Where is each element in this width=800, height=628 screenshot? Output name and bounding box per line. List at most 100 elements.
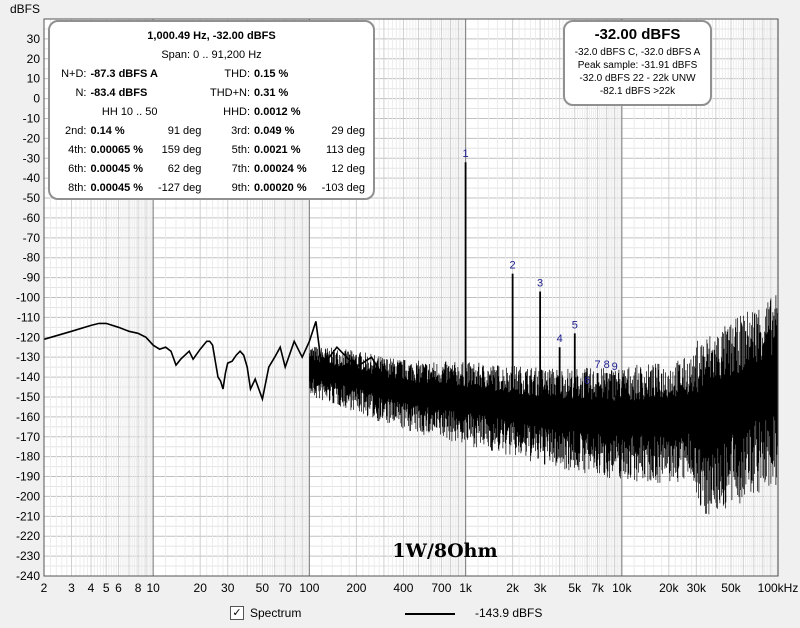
harmonic-label: 8 [604, 359, 610, 371]
y-axis-label: dBFS [10, 2, 40, 16]
harmonic-b-deg: 12 deg [331, 162, 365, 175]
x-tick-label: 7k [591, 581, 605, 595]
y-tick-label: -170 [16, 430, 40, 444]
y-tick-label: -200 [16, 489, 40, 503]
x-tick-label: 6 [115, 581, 122, 595]
thdn-value: 0.31 % [254, 86, 289, 99]
peak-line-2: Peak sample: -31.91 dBFS [577, 60, 698, 71]
x-tick-label: 100 [299, 581, 319, 595]
peak-line-1: -32.0 dBFS C, -32.0 dBFS A [574, 47, 701, 58]
harmonic-markers: 1 2 3 45 67 8 9 [463, 148, 618, 397]
x-tick-label: 100kHz [758, 581, 799, 595]
x-tick-label: 3k [534, 581, 548, 595]
harmonic-a-label: 2nd: [65, 124, 87, 137]
x-tick-label: 30 [221, 581, 235, 595]
legend-line-swatch [405, 613, 455, 615]
harmonic-row: 6th: 0.00045 % 62 deg 7th: 0.00024 % 12 deg [56, 159, 367, 178]
harmonic-label: 9 [612, 361, 618, 373]
peak-panel: -32.00 dBFS -32.0 dBFS C, -32.0 dBFS A P… [563, 20, 712, 106]
harmonic-b-label: 9th: [231, 181, 251, 194]
y-tick-label: -180 [16, 450, 40, 464]
y-tick-label: -30 [23, 151, 41, 165]
harmonic-b-label: 5th: [231, 143, 251, 156]
x-tick-label: 8 [135, 581, 142, 595]
x-tick-label: 400 [393, 581, 413, 595]
harmonic-label: 5 [572, 319, 578, 331]
x-tick-label: 2k [506, 581, 520, 595]
x-tick-labels: 2 3 4 5 6 8 10 20 30 50 70 100 200 400 700 1k 2k 3k 5k 7k 10… [41, 581, 799, 595]
y-tick-label: -210 [16, 509, 40, 523]
y-tick-label: -190 [16, 470, 40, 484]
harmonic-b-value: 0.0021 % [254, 143, 301, 156]
harmonic-a-value: 0.00045 % [90, 162, 144, 175]
y-tick-label: 30 [27, 32, 41, 46]
x-tick-label: 4 [88, 581, 95, 595]
x-tick-label: 10k [612, 581, 632, 595]
y-tick-label: -100 [16, 291, 40, 305]
harmonic-b-value: 0.00024 % [254, 162, 307, 175]
harmonic-a-deg: 91 deg [167, 124, 202, 137]
x-tick-label: 1k [459, 581, 473, 595]
harmonic-label: 7 [595, 359, 601, 371]
thd-label: THD: [224, 67, 251, 80]
chart-title: 1W/8Ohm [392, 540, 498, 562]
x-tick-label: 70 [279, 581, 293, 595]
y-tick-label: -230 [16, 549, 40, 563]
peak-line-4: -82.1 dBFS >22k [599, 86, 676, 97]
harmonic-b-label: 7th: [231, 162, 251, 175]
harmonic-label: 2 [510, 260, 516, 272]
hh-label: HH 10 .. 50 [101, 105, 158, 118]
y-tick-label: -20 [23, 131, 41, 145]
harmonic-a-deg: -127 deg [157, 181, 202, 194]
harmonic-b-value: 0.049 % [254, 124, 295, 137]
hhd-label: HHD: [223, 105, 251, 118]
x-tick-label: 3 [68, 581, 75, 595]
spectrum-checkbox-label[interactable]: Spectrum [250, 606, 302, 620]
harmonic-row: 4th: 0.00065 % 159 deg 5th: 0.0021 % 113 deg [56, 140, 367, 159]
y-tick-label: -240 [16, 569, 40, 583]
harmonic-a-deg: 159 deg [161, 143, 202, 156]
harmonic-label: 4 [557, 333, 563, 345]
spectrum-checkbox[interactable]: ✓ [230, 606, 244, 620]
harmonic-a-value: 0.00045 % [90, 181, 144, 194]
y-tick-label: -60 [23, 211, 41, 225]
x-tick-label: 20k [659, 581, 679, 595]
harmonic-label: 3 [537, 278, 543, 290]
harmonic-a-label: 8th: [68, 181, 87, 194]
harmonic-b-label: 3rd: [231, 124, 251, 137]
y-tick-label: -50 [23, 191, 41, 205]
x-tick-label: 5 [103, 581, 110, 595]
n-label: N: [75, 86, 87, 99]
harmonic-a-label: 6th: [68, 162, 87, 175]
y-tick-label: -110 [17, 310, 40, 324]
x-tick-label: 50 [256, 581, 270, 595]
y-tick-label: -90 [23, 271, 41, 285]
x-tick-label: 200 [346, 581, 366, 595]
x-tick-label: 700 [431, 581, 451, 595]
x-tick-label: 30k [687, 581, 707, 595]
y-tick-labels: 30 20 10 0 -10 -20 -30 -40 -50 -60 -70 -80 -90 -100 -1… [16, 32, 40, 583]
y-tick-label: -150 [16, 390, 40, 404]
legend-value: -143.9 dBFS [475, 606, 543, 620]
harmonic-a-deg: 62 deg [167, 162, 202, 175]
stats-header: 1,000.49 Hz, -32.00 dBFS [147, 29, 276, 42]
x-tick-label: 2 [41, 581, 48, 595]
x-tick-label: 5k [568, 581, 582, 595]
harmonic-b-deg: -103 deg [321, 181, 365, 194]
y-tick-label: 0 [33, 92, 40, 106]
nd-label: N+D: [61, 67, 87, 80]
x-tick-label: 10 [147, 581, 161, 595]
x-tick-label: 50k [721, 581, 741, 595]
n-value: -83.4 dBFS [90, 86, 148, 99]
y-tick-label: -130 [16, 350, 40, 364]
harmonic-a-value: 0.00065 % [90, 143, 144, 156]
y-tick-label: -160 [16, 410, 40, 424]
x-tick-label: 20 [194, 581, 208, 595]
y-tick-label: -80 [23, 251, 41, 265]
peak-title: -32.00 dBFS [594, 26, 681, 43]
harmonic-b-value: 0.00020 % [254, 181, 307, 194]
y-tick-label: -10 [23, 111, 41, 125]
y-tick-label: -40 [23, 171, 41, 185]
thdn-label: THD+N: [210, 86, 251, 99]
nd-value: -87.3 dBFS A [90, 67, 158, 80]
